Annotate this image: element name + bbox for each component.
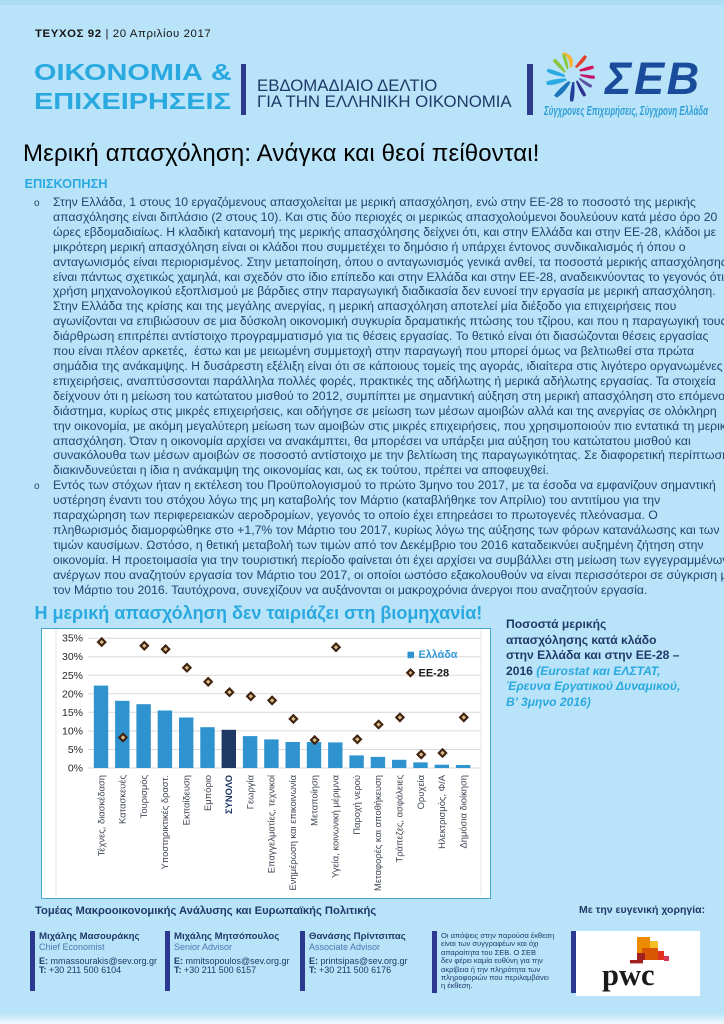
- svg-text:30%: 30%: [62, 651, 83, 663]
- svg-text:Ενημέρωση και επικοινωνία: Ενημέρωση και επικοινωνία: [287, 774, 298, 890]
- svg-text:Τουρισμός: Τουρισμός: [138, 774, 149, 818]
- svg-text:pwc: pwc: [602, 958, 655, 992]
- svg-text:Γεωργία: Γεωργία: [244, 774, 255, 809]
- svg-text:Εμπόριο: Εμπόριο: [202, 775, 213, 811]
- svg-text:Κατασκευές: Κατασκευές: [116, 774, 127, 824]
- svg-text:Υγεία, κοινωνική μέριμνα: Υγεία, κοινωνική μέριμνα: [329, 774, 340, 878]
- svg-text:25%: 25%: [62, 669, 83, 681]
- svg-text:Ηλεκτρισμός, Φ/Α: Ηλεκτρισμός, Φ/Α: [436, 774, 447, 849]
- svg-text:Υποστηρικτικές δραστ.: Υποστηρικτικές δραστ.: [159, 775, 170, 869]
- svg-text:Δημόσια διοίκηση: Δημόσια διοίκηση: [457, 775, 468, 849]
- svg-text:5%: 5%: [68, 744, 83, 756]
- svg-text:ΕΕ-28: ΕΕ-28: [418, 667, 449, 679]
- svg-text:Τράπεζες, ασφάλειες: Τράπεζες, ασφάλειες: [393, 774, 404, 862]
- svg-text:0%: 0%: [68, 762, 83, 774]
- svg-text:ΣΥΝΟΛΟ: ΣΥΝΟΛΟ: [223, 775, 234, 814]
- svg-text:Τέχνες, διασκέδαση: Τέχνες, διασκέδαση: [95, 775, 106, 856]
- svg-text:Επαγγελματίες, τεχνικοί: Επαγγελματίες, τεχνικοί: [265, 775, 276, 873]
- svg-text:Παροχή νερού: Παροχή νερού: [351, 775, 362, 835]
- svg-text:35%: 35%: [62, 632, 83, 644]
- svg-text:Μεταφορές και αποθήκευση: Μεταφορές και αποθήκευση: [372, 775, 383, 891]
- svg-text:15%: 15%: [62, 706, 83, 718]
- svg-text:Ελλάδα: Ελλάδα: [418, 648, 457, 660]
- svg-text:Εκπαίδευση: Εκπαίδευση: [180, 775, 191, 825]
- svg-text:Ορυχεία: Ορυχεία: [415, 774, 426, 809]
- svg-text:20%: 20%: [62, 688, 83, 700]
- svg-text:10%: 10%: [62, 725, 83, 737]
- svg-text:Μεταποίηση: Μεταποίηση: [308, 775, 319, 826]
